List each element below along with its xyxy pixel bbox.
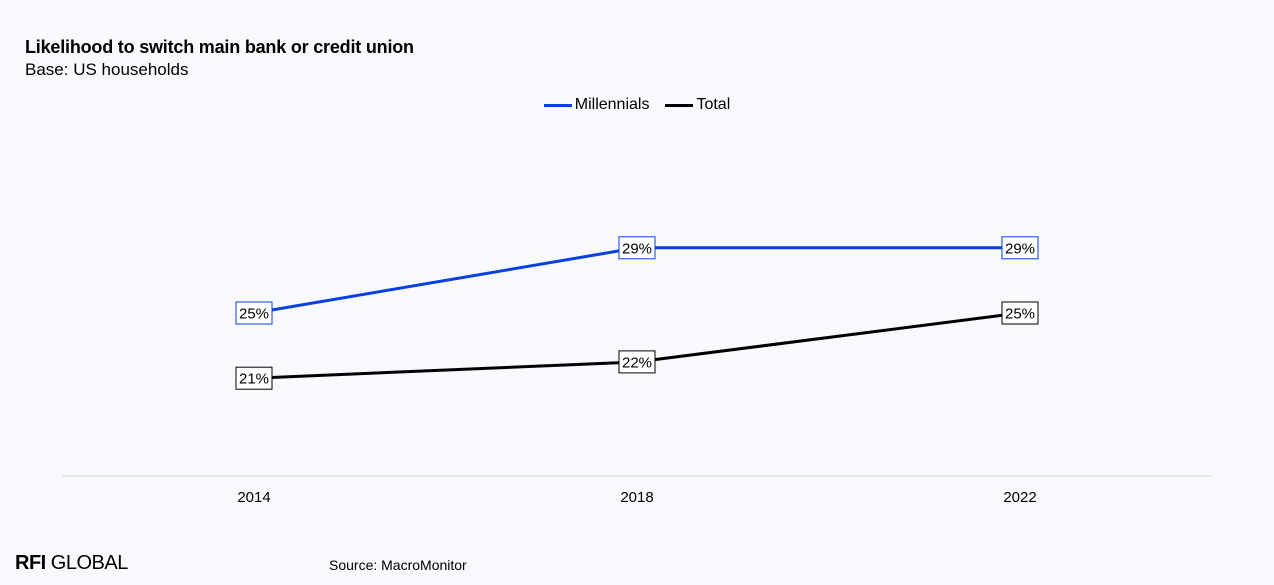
data-label-box-millennials-2018 <box>618 236 656 260</box>
chart-legend: Millennials Total <box>0 96 1274 114</box>
x-tick-label-2014: 2014 <box>237 489 270 506</box>
rfi-global-logo: RFI GLOBAL <box>15 552 128 575</box>
chart-subtitle: Base: US households <box>25 60 189 79</box>
data-label-box-total-2022 <box>1001 301 1039 325</box>
data-label-millennials-2018: 29% <box>622 240 652 257</box>
logo-rfi: RFI <box>15 552 46 574</box>
x-tick-label-2018: 2018 <box>620 489 653 506</box>
data-label-box-total-2018 <box>618 350 656 374</box>
legend-label-total: Total <box>696 96 731 113</box>
logo-global: GLOBAL <box>45 552 129 574</box>
data-label-millennials-2022: 29% <box>1005 240 1035 257</box>
data-label-box-millennials-2022 <box>1001 236 1039 260</box>
data-label-total-2022: 25% <box>1005 306 1035 323</box>
data-label-box-millennials-2014 <box>235 301 273 325</box>
data-label-millennials-2014: 25% <box>239 306 269 323</box>
legend-label-millennials: Millennials <box>574 96 650 113</box>
data-label-total-2014: 21% <box>239 371 269 388</box>
x-tick-label-2022: 2022 <box>1003 489 1036 506</box>
legend-swatch-millennials <box>543 103 572 107</box>
chart-title: Likelihood to switch main bank or credit… <box>25 37 414 57</box>
data-label-total-2018: 22% <box>622 354 652 371</box>
legend-swatch-total <box>665 103 694 107</box>
legend-item-millennials: Millennials <box>543 96 650 114</box>
source-note: Source: MacroMonitor <box>329 557 467 573</box>
data-label-box-total-2014 <box>235 366 273 390</box>
legend-item-total: Total <box>665 96 730 114</box>
